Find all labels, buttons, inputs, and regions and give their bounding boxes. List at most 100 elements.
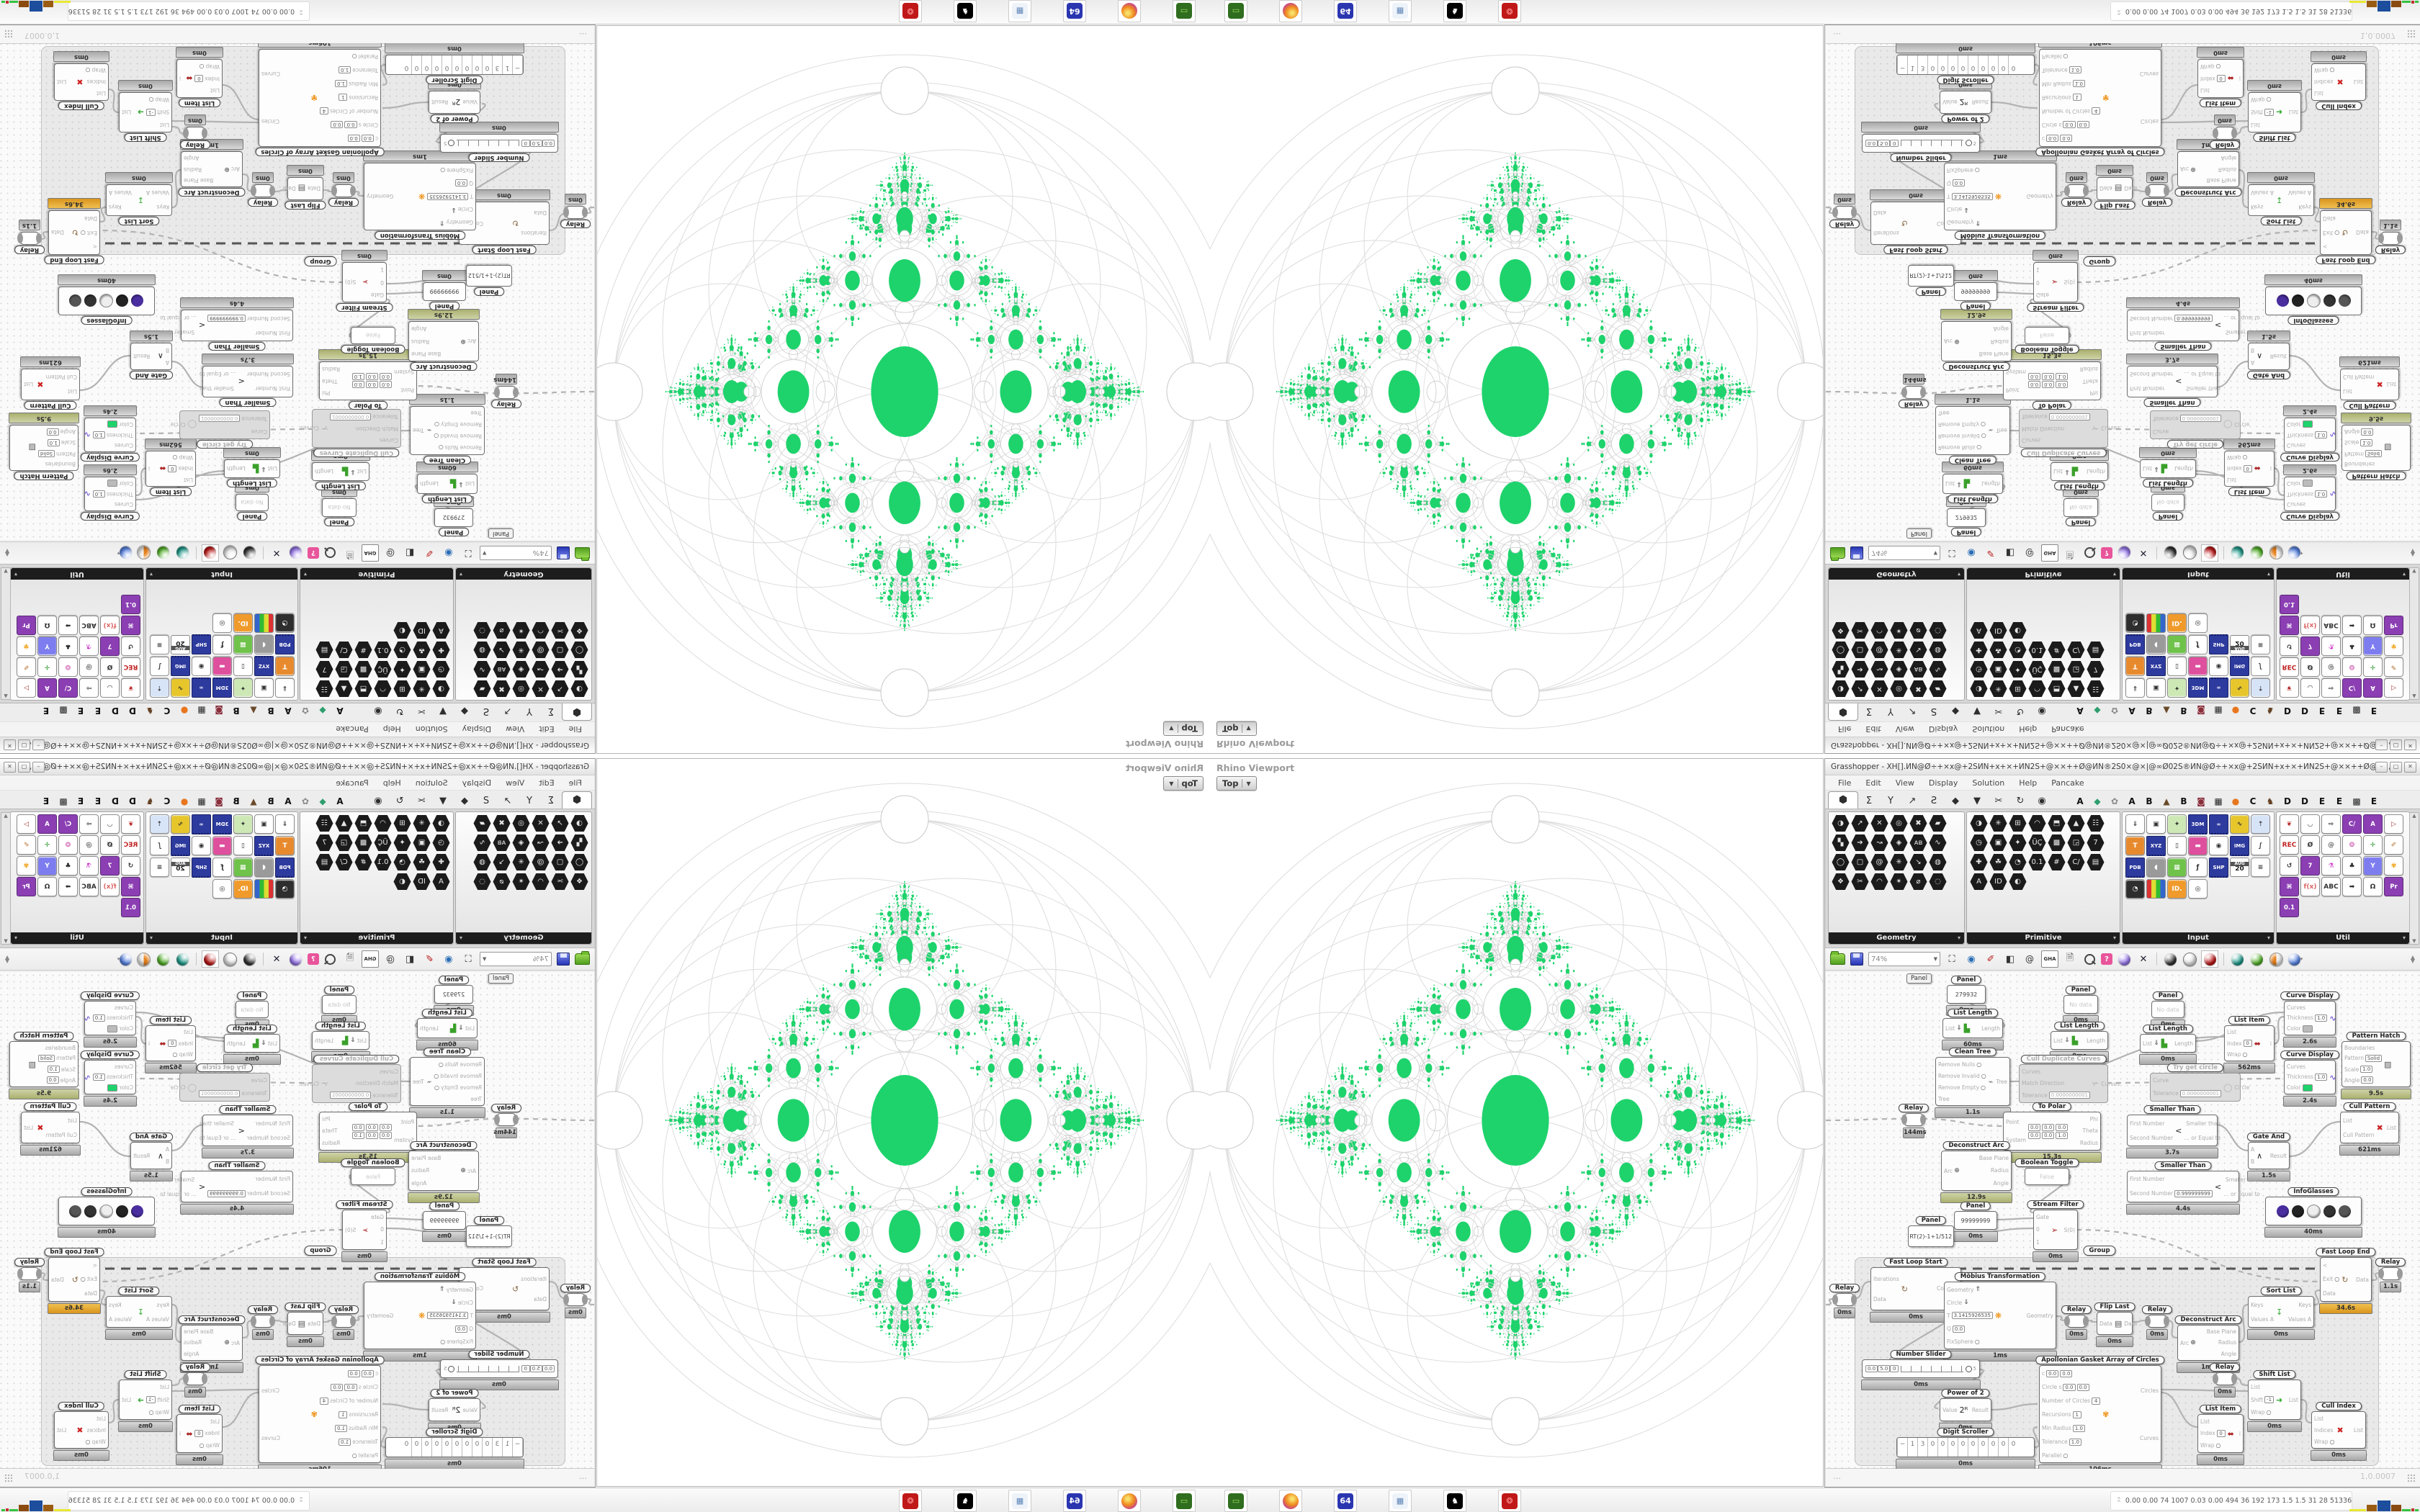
gh-node-boolean-toggle[interactable]: Boolean Toggle False — [341, 327, 405, 354]
palette-component-icon[interactable]: ◠ — [374, 814, 392, 832]
plugin-tab-6[interactable]: B — [233, 796, 240, 806]
input-port[interactable]: Data — [84, 215, 97, 222]
gh-node-list-length[interactable]: List Length 60ms List ⇓ ▙ Length — [416, 1009, 478, 1050]
palette-component-icon[interactable]: ▰ — [1929, 815, 1947, 832]
category-tab-3[interactable]: ↗ — [503, 706, 512, 716]
input-port[interactable]: Tolerance 0.0000000001 — [2022, 1092, 2090, 1099]
gh-node-m-bius-transformation[interactable]: Möbius Transformation 1ms Geometry ⇑ Circle ⇓… — [363, 1272, 477, 1362]
category-tab-8[interactable]: ↻ — [2016, 706, 2025, 716]
palette-group-label[interactable]: Geometry ▾ — [1829, 932, 1964, 944]
plugin-tab-14[interactable]: E — [94, 706, 102, 716]
input-port[interactable]: Index 0 — [168, 465, 193, 472]
palette-component-icon[interactable]: ∿ — [1929, 660, 1947, 678]
digit-cell[interactable]: 0 — [1927, 55, 1937, 74]
palette-component-icon[interactable]: ♣ — [58, 636, 78, 656]
input-port[interactable]: List — [2227, 1029, 2237, 1035]
palette-component-icon[interactable]: ƒ — [2188, 858, 2208, 877]
plugin-tab-9[interactable]: ● — [180, 796, 189, 806]
output-port[interactable]: Tree — [413, 1078, 424, 1085]
menu-item-edit[interactable]: Edit — [539, 778, 555, 788]
gh-node-digit-scroller[interactable]: Digit Scroller 0ms −1 3 0 0 0 0 0 0 0 0 0 — [1896, 1428, 2035, 1469]
palette-component-icon[interactable]: ⌘ — [121, 616, 140, 635]
gh-node-list-item[interactable]: List Item 562ms List Index 0 Wrap ○ ⬌ i — [2223, 438, 2275, 496]
plugin-tab-0[interactable]: A — [336, 796, 344, 806]
palette-group-label[interactable]: Input ▾ — [2123, 932, 2274, 944]
palette-component-icon[interactable]: ✕ — [1870, 815, 1888, 832]
resize-grip[interactable] — [2407, 30, 2416, 38]
cluster-ribbons-icon[interactable]: ✕ — [2139, 547, 2148, 559]
input-port[interactable]: Q 0.0 — [427, 179, 473, 187]
palette-component-icon[interactable]: ❦ — [121, 678, 140, 698]
plugin-tab-8[interactable]: ▦ — [2214, 706, 2223, 716]
palette-component-icon[interactable]: 0.1 — [2028, 641, 2046, 659]
output-port[interactable]: List — [2288, 109, 2298, 116]
palette-scrollbar[interactable]: ▲ ▼ — [1, 812, 11, 945]
output-port[interactable]: Geometry — [367, 193, 394, 200]
input-port[interactable]: FixSphere ○ — [440, 167, 473, 174]
gh-node-sort-list[interactable]: Sort List 0ms Keys Values A ↧ Keys Values A — [105, 172, 173, 225]
input-port[interactable]: A — [165, 1146, 169, 1153]
input-port[interactable]: Shift -1 — [145, 1396, 169, 1403]
menu-item-display[interactable]: Display — [462, 724, 492, 734]
gh-node-relay[interactable]: Relay 1.1s — [14, 1258, 45, 1292]
node-canvas[interactable]: GroupPanel0ms279932List Length60msList⇓▙… — [1826, 972, 2420, 1469]
digit-cell[interactable]: 0 — [1958, 55, 1968, 74]
input-port[interactable]: Pattern Solid — [2344, 450, 2383, 458]
input-port[interactable]: Curves — [2287, 501, 2306, 508]
palette-component-icon[interactable]: ❦ — [121, 814, 140, 834]
palette-component-icon[interactable]: ◉ — [192, 657, 211, 676]
input-port[interactable]: 1 — [2036, 1238, 2040, 1246]
output-port[interactable]: Result — [133, 1152, 151, 1159]
input-port[interactable]: Curves — [2287, 1004, 2306, 1011]
input-port[interactable]: Arc ⊕ — [460, 1167, 476, 1174]
zoom-extents-icon[interactable]: ⛶ — [465, 547, 472, 559]
output-port[interactable]: … or Equal to — [2223, 1190, 2260, 1197]
palette-component-icon[interactable]: Ø — [100, 657, 120, 677]
taskbar-icon-wolf[interactable]: ♞ — [1443, 0, 1466, 22]
input-port[interactable]: First Number — [255, 1120, 290, 1127]
gh-node-panel[interactable]: Panel0ms279932 — [434, 976, 474, 1016]
gift-box-icon[interactable]: ? — [2101, 547, 2112, 559]
gh-node-deconstruct-arc[interactable]: Deconstruct Arc 12.9s Arc ⊕ Base Plane Radius… — [1940, 1141, 2012, 1203]
palette-component-icon[interactable]: A — [37, 678, 57, 698]
input-port[interactable]: Gate — [371, 291, 384, 298]
palette-component-icon[interactable]: @ — [532, 641, 550, 659]
input-port[interactable]: Data — [84, 1290, 97, 1297]
digit-cell[interactable]: 0 — [1968, 1438, 1978, 1457]
palette-component-icon[interactable]: Ω — [2363, 877, 2383, 896]
output-port[interactable]: Theta — [2082, 1128, 2099, 1135]
preview-dark-ball-icon[interactable] — [242, 545, 258, 561]
input-port[interactable]: Wrap ○ — [148, 96, 169, 103]
plugin-tab-15[interactable]: E — [2336, 796, 2343, 806]
palette-component-icon[interactable]: ✛ — [2363, 835, 2383, 855]
input-port[interactable]: First Number — [2130, 1176, 2165, 1183]
palette-component-icon[interactable]: C/ — [58, 814, 78, 834]
plugin-tab-9[interactable]: ● — [2231, 706, 2240, 716]
output-port[interactable]: Result — [431, 1406, 449, 1413]
output-port[interactable]: Angle — [411, 325, 427, 333]
output-port[interactable]: … or Equal to — [199, 1134, 236, 1141]
plugin-tab-2[interactable]: ✿ — [301, 706, 310, 716]
input-port[interactable]: Exit ○ — [2323, 1276, 2340, 1283]
input-port[interactable]: Point — [2006, 387, 2020, 393]
palette-component-icon[interactable]: Ø — [100, 835, 120, 855]
gh-node-deconstruct-arc[interactable]: Deconstruct Arc 12.9s Arc ⊕ Base Plane Radius… — [1940, 309, 2012, 371]
output-port[interactable]: i — [2238, 1430, 2241, 1437]
plugin-tab-12[interactable]: D — [129, 706, 136, 716]
window-button[interactable]: ✕ — [2404, 739, 2416, 750]
input-port[interactable]: Remove Empty ○ — [1938, 421, 1986, 428]
input-port[interactable]: Tolerance 0.0000000001 — [2022, 413, 2090, 420]
door-icon[interactable]: ◧ — [2005, 953, 2015, 965]
palette-component-icon[interactable]: ✕ — [1870, 680, 1888, 698]
gh-node-list-item[interactable]: List Item 562ms List Index 0 Wrap ○ ⬌ i — [145, 438, 197, 496]
plugin-tab-16[interactable]: ▩ — [59, 706, 68, 716]
palette-component-icon[interactable]: C/ — [335, 853, 353, 871]
palette-component-icon[interactable]: ≡ — [150, 635, 169, 654]
palette-component-icon[interactable]: f(x) — [2300, 877, 2320, 896]
gh-node-apollonian-gasket-array-of-circles[interactable]: Apollonian Gasket Array of Circles106msc… — [255, 43, 385, 156]
output-port[interactable]: Base Plane — [1978, 350, 2009, 357]
palette-component-icon[interactable]: PDB — [275, 858, 295, 878]
palette-component-icon[interactable]: ◍ — [473, 641, 491, 659]
input-port[interactable]: 1 — [380, 266, 384, 274]
